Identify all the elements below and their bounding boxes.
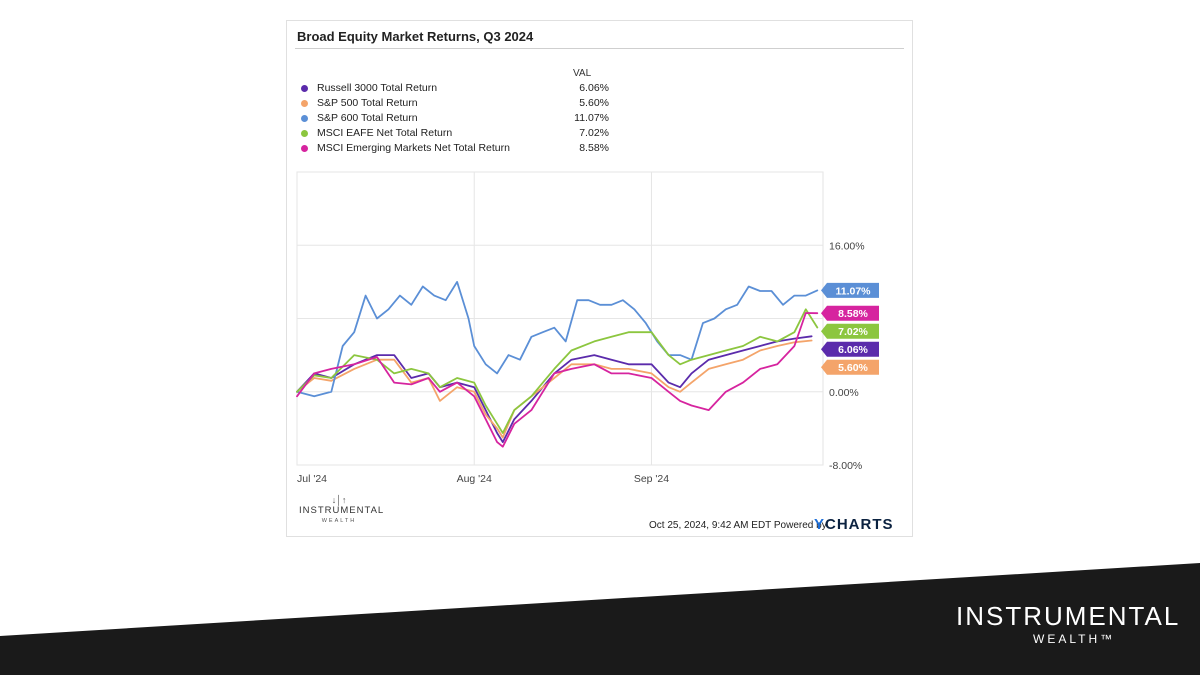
end-value-tag (821, 282, 879, 298)
legend-swatch (301, 130, 308, 137)
ycharts-logo[interactable]: YCHARTS (814, 516, 894, 533)
legend-value: 5.60% (579, 97, 609, 109)
legend-swatch (301, 115, 308, 122)
x-tick-label: Aug '24 (457, 473, 492, 485)
end-value-label: 11.07% (835, 285, 871, 297)
y-tick-label: 16.00% (829, 240, 865, 252)
legend-value: 7.02% (579, 127, 609, 139)
legend-label: MSCI Emerging Markets Net Total Return (317, 142, 510, 154)
series-line (296, 280, 819, 398)
end-value-label: 7.02% (838, 326, 868, 338)
end-value-label: 5.60% (838, 362, 868, 374)
legend-label: Russell 3000 Total Return (317, 82, 438, 94)
logo-mark-icon: ↓│↑ (331, 495, 347, 505)
instrumental-logo-small: ↓│↑ INSTRUMENTAL WEALTH (299, 495, 385, 535)
legend-header-val: VAL (573, 68, 592, 79)
title-divider (295, 48, 904, 49)
end-value-label: 6.06% (838, 344, 868, 356)
chart-card: Broad Equity Market Returns, Q3 2024 VAL… (286, 20, 913, 537)
legend-label: S&P 600 Total Return (317, 112, 418, 124)
brand-name: INSTRUMENTAL (956, 601, 1181, 631)
y-tick-label: -8.00% (829, 460, 862, 472)
brand-sub: WEALTH™ (1033, 632, 1116, 646)
x-tick-label: Jul '24 (297, 473, 327, 485)
legend-item: Russell 3000 Total Return 6.06% (301, 82, 609, 96)
legend-swatch (301, 85, 308, 92)
logo-small-name: INSTRUMENTAL (299, 505, 385, 516)
legend-swatch (301, 100, 308, 107)
legend-item: MSCI EAFE Net Total Return 7.02% (301, 127, 609, 141)
logo-small-sub: WEALTH (321, 518, 357, 524)
legend: VAL Russell 3000 Total Return 6.06% S&P … (287, 21, 914, 171)
ycharts-wordmark: CHARTS (825, 516, 894, 533)
x-tick-label: Sep '24 (634, 473, 669, 485)
ycharts-y-mark: Y (814, 516, 826, 533)
series-line (296, 335, 813, 444)
series-line (296, 308, 819, 434)
legend-value: 11.07% (574, 112, 609, 124)
legend-swatch (301, 145, 308, 152)
timestamp-text: Oct 25, 2024, 9:42 AM EDT Powered by (649, 520, 827, 531)
legend-item: MSCI Emerging Markets Net Total Return 8… (301, 142, 609, 156)
series-line (296, 312, 819, 448)
legend-label: MSCI EAFE Net Total Return (317, 127, 453, 139)
end-value-tag (821, 323, 879, 339)
legend-value: 6.06% (579, 82, 609, 94)
end-value-tag (821, 341, 879, 357)
end-value-label: 8.58% (838, 308, 868, 320)
series-line (296, 339, 813, 439)
legend-item: S&P 500 Total Return 5.60% (301, 97, 609, 111)
legend-item: S&P 600 Total Return 11.07% (301, 112, 609, 126)
line-chart: 16.00% 0.00% -8.00% Jul '24 Aug '24 Sep '24 11… (296, 171, 879, 485)
end-value-tag (821, 359, 879, 375)
legend-value: 8.58% (579, 142, 609, 154)
chart-title: Broad Equity Market Returns, Q3 2024 (297, 29, 534, 44)
y-tick-label: 0.00% (829, 387, 859, 399)
legend-label: S&P 500 Total Return (317, 97, 418, 109)
end-value-tag (821, 305, 879, 321)
